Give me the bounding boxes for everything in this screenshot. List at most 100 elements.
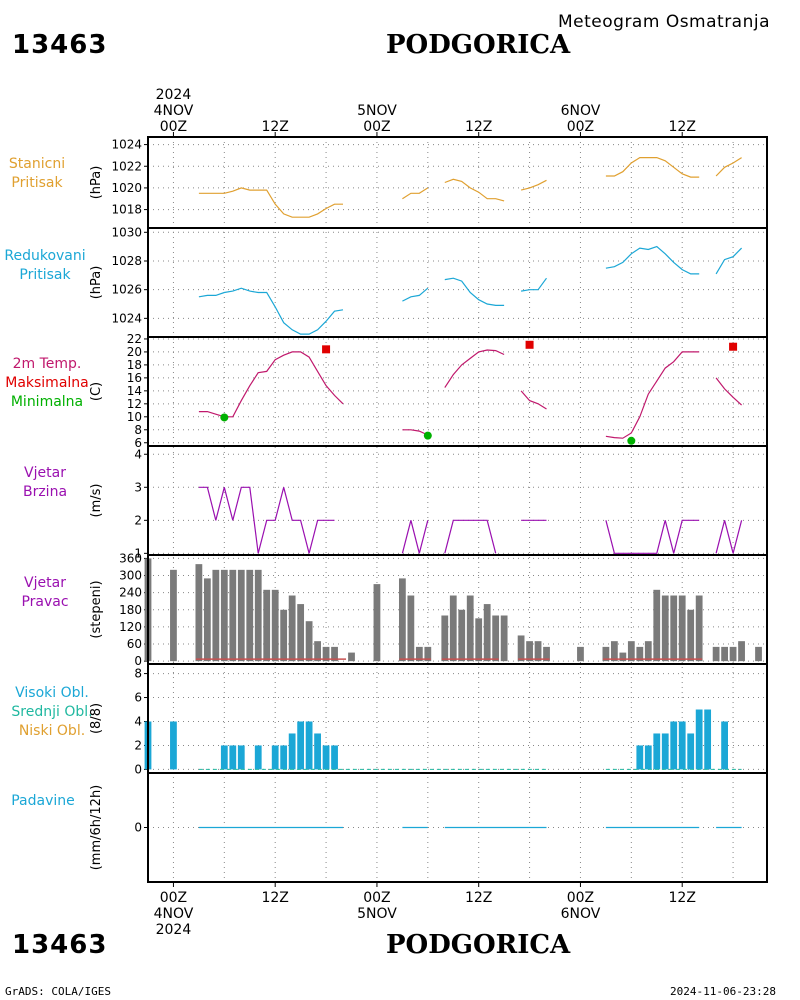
data-bar xyxy=(280,609,288,662)
chart-subtitle: Meteogram Osmatranja xyxy=(558,12,771,32)
data-bar xyxy=(627,641,635,662)
y-tick-label: 1018 xyxy=(111,203,142,217)
y-tick-label: 14 xyxy=(127,384,142,398)
panel-label-line: Padavine xyxy=(11,793,75,809)
panel-label-line: Vjetar xyxy=(24,575,66,591)
panel-label-line: Pritisak xyxy=(19,267,71,283)
panel-frame xyxy=(147,772,768,883)
data-bar xyxy=(653,733,661,770)
data-bar xyxy=(195,564,203,662)
label-station-pressure: Stanicni Pritisak xyxy=(0,155,92,193)
data-bar xyxy=(695,709,703,770)
panel-frame xyxy=(147,136,768,229)
data-bar xyxy=(602,646,610,662)
data-bar xyxy=(254,745,262,770)
series-line xyxy=(198,187,343,218)
data-bar xyxy=(475,618,483,662)
data-bar xyxy=(280,745,288,770)
footer-city: PODGORICA xyxy=(386,930,571,960)
data-bar xyxy=(755,646,762,662)
x-tick-label-bottom: 00Z xyxy=(567,890,594,906)
data-bar xyxy=(577,646,584,662)
data-bar xyxy=(170,721,177,770)
data-bar xyxy=(271,589,279,662)
label-wind-speed: Vjetar Brzina xyxy=(0,464,100,502)
x-tick-label-top: 00Z xyxy=(363,119,390,135)
panel-label-line: Vjetar xyxy=(24,465,66,481)
data-bar xyxy=(678,595,686,662)
x-tick-label-bottom: 2024 xyxy=(156,922,192,938)
data-bar xyxy=(704,709,712,770)
data-bar xyxy=(534,641,542,662)
data-bar xyxy=(322,646,330,662)
data-bar xyxy=(678,721,686,770)
data-bar xyxy=(449,595,457,662)
series-line xyxy=(715,377,743,406)
panel-label-line: Pravac xyxy=(21,594,69,610)
series-line xyxy=(402,287,429,302)
max-temp-marker xyxy=(322,345,331,354)
series-line xyxy=(605,245,700,275)
series-line xyxy=(444,277,505,306)
y-axis-label: (C) xyxy=(89,382,104,401)
data-bar xyxy=(619,652,627,662)
data-bar xyxy=(721,721,728,770)
data-bar xyxy=(246,569,254,662)
y-tick-label: 8 xyxy=(134,423,142,437)
data-bar xyxy=(229,745,237,770)
max-temp-marker xyxy=(729,342,738,351)
footer-station-id: 13463 xyxy=(12,930,108,960)
series-line xyxy=(198,351,344,418)
y-tick-label: 16 xyxy=(127,371,142,385)
min-temp-marker xyxy=(220,413,229,422)
panel-label-line: Brzina xyxy=(22,484,68,500)
data-bar xyxy=(661,733,669,770)
y-tick-label: 8 xyxy=(134,667,142,681)
y-tick-label: 1030 xyxy=(111,225,142,239)
data-bar xyxy=(288,595,296,662)
series-line xyxy=(402,187,429,200)
x-tick-label-top: 00Z xyxy=(160,119,187,135)
panel-label-line: Visoki Obl. xyxy=(15,685,89,701)
data-bar xyxy=(721,646,728,662)
data-bar xyxy=(237,745,245,770)
series-line xyxy=(198,287,344,335)
y-tick-label: 6 xyxy=(134,436,142,450)
y-tick-label: 1024 xyxy=(111,138,142,152)
y-tick-label: 60 xyxy=(127,637,142,651)
data-bar xyxy=(636,646,644,662)
x-tick-label-bottom: 12Z xyxy=(465,890,492,906)
data-bar xyxy=(492,615,500,662)
panel-frame xyxy=(147,445,768,556)
y-tick-label: 2 xyxy=(134,513,142,527)
series-line xyxy=(444,349,505,388)
x-tick-label-bottom: 12Z xyxy=(669,890,696,906)
label-temperature: 2m Temp. Maksimalna Minimalna xyxy=(0,355,102,412)
panel-label-line: Stanicni xyxy=(8,156,66,172)
panel-label-line: Redukovani xyxy=(4,248,86,264)
x-tick-label-bottom: 00Z xyxy=(363,890,390,906)
x-tick-label-top: 12Z xyxy=(261,119,288,135)
panel-label-line: 2m Temp. xyxy=(12,356,82,372)
y-axis-label: (hPa) xyxy=(89,266,104,300)
y-tick-label: 3 xyxy=(134,480,142,494)
data-bar xyxy=(483,604,491,662)
series-line xyxy=(401,520,429,554)
data-bar xyxy=(738,641,745,662)
data-bar xyxy=(348,652,355,662)
y-tick-label: 1020 xyxy=(111,181,142,195)
data-bar xyxy=(331,745,338,770)
y-axis-label: (m/s) xyxy=(89,484,104,518)
data-bar xyxy=(526,641,533,662)
data-bar xyxy=(297,721,305,770)
label-reduced-pressure: Redukovani Pritisak xyxy=(0,247,100,285)
series-line xyxy=(605,351,700,439)
y-tick-label: 120 xyxy=(119,620,142,634)
data-bar xyxy=(237,569,245,662)
data-bar xyxy=(305,721,313,770)
y-tick-label: 1 xyxy=(134,546,142,560)
series-line xyxy=(198,486,335,554)
data-bar xyxy=(398,578,406,662)
x-tick-label-bottom: 5NOV xyxy=(357,906,397,922)
y-tick-label: 0 xyxy=(134,762,142,776)
